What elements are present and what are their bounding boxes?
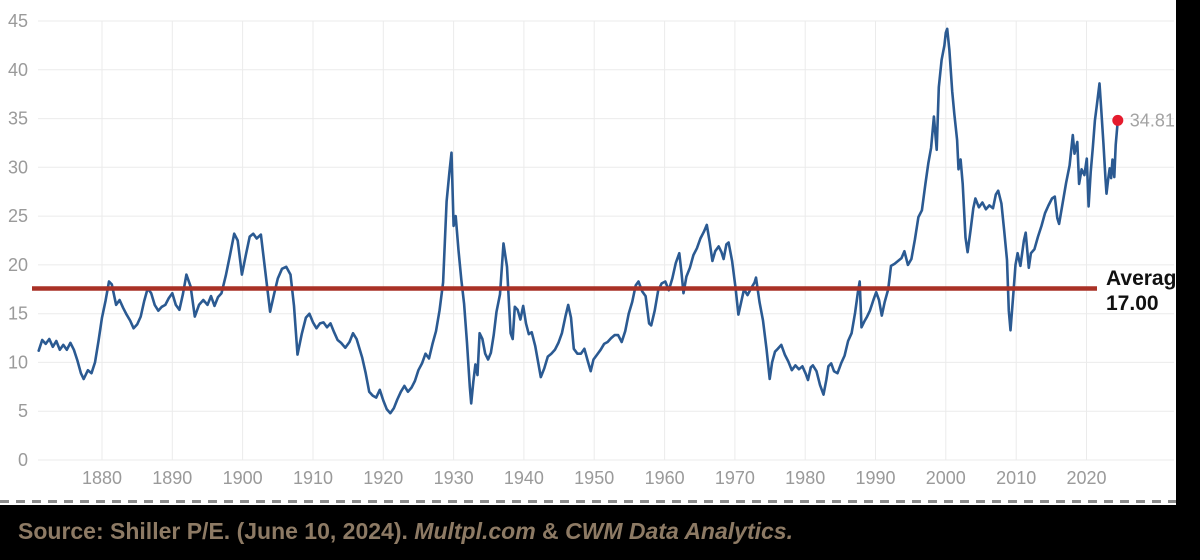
x-tick-label: 2010 — [996, 468, 1036, 488]
gridlines — [38, 20, 1174, 461]
y-tick-label: 15 — [8, 304, 28, 324]
x-tick-label: 1960 — [645, 468, 685, 488]
latest-value-label: 34.81 — [1130, 110, 1175, 130]
latest-value-dot — [1112, 114, 1124, 126]
y-tick-label: 20 — [8, 255, 28, 275]
y-tick-label: 45 — [8, 11, 28, 31]
y-tick-label: 25 — [8, 206, 28, 226]
y-tick-label: 35 — [8, 109, 28, 129]
x-tick-label: 1970 — [715, 468, 755, 488]
x-tick-label: 1890 — [152, 468, 192, 488]
x-tick-label: 1880 — [82, 468, 122, 488]
chart-area: 0 5 10 15 20 25 30 35 40 45 1880 1890 1900 1910 1920 1… — [8, 11, 1188, 488]
x-tick-label: 1930 — [434, 468, 474, 488]
source-ampersand: & — [535, 518, 566, 544]
source-cwm: CWM Data Analytics. — [565, 518, 793, 544]
x-tick-label: 1920 — [363, 468, 403, 488]
x-tick-label: 2020 — [1066, 468, 1106, 488]
x-tick-label: 1950 — [574, 468, 614, 488]
x-tick-label: 1940 — [504, 468, 544, 488]
y-tick-label: 5 — [18, 401, 28, 421]
right-black-bar — [1176, 0, 1200, 560]
y-tick-label: 40 — [8, 60, 28, 80]
x-axis-tick-labels: 1880 1890 1900 1910 1920 1930 1940 1950 1960 1970… — [82, 468, 1107, 488]
x-tick-label: 2000 — [926, 468, 966, 488]
y-tick-label: 0 — [18, 450, 28, 470]
x-tick-label: 1910 — [293, 468, 333, 488]
x-tick-label: 1990 — [855, 468, 895, 488]
y-tick-label: 30 — [8, 157, 28, 177]
x-tick-label: 1900 — [223, 468, 263, 488]
y-tick-label: 10 — [8, 352, 28, 372]
average-label: Average — [1106, 267, 1188, 290]
source-multpl: Multpl.com — [414, 518, 536, 544]
y-axis-tick-labels: 0 5 10 15 20 25 30 35 40 45 — [8, 11, 28, 470]
screenshot-tear-edge — [0, 500, 1200, 503]
x-tick-label: 1980 — [785, 468, 825, 488]
pe-ratio-line-series — [37, 27, 1120, 415]
source-footer: Source: Shiller P/E. (June 10, 2024). Mu… — [0, 505, 1200, 560]
average-value-label: 17.00 — [1106, 292, 1159, 315]
source-text: Source: Shiller P/E. (June 10, 2024). — [18, 518, 415, 544]
